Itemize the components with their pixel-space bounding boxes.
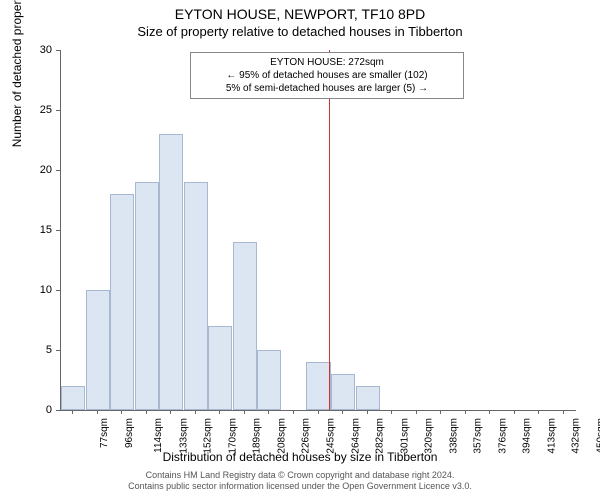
annotation-line-2: ← 95% of detached houses are smaller (10… xyxy=(197,69,457,82)
x-tick-mark xyxy=(465,410,466,414)
x-tick-mark xyxy=(391,410,392,414)
x-tick-label: 114sqm xyxy=(153,418,164,453)
x-tick-label: 96sqm xyxy=(124,418,135,448)
footer-line-1: Contains HM Land Registry data © Crown c… xyxy=(0,470,600,481)
x-tick-mark xyxy=(121,410,122,414)
x-tick-mark xyxy=(489,410,490,414)
x-tick-mark xyxy=(440,410,441,414)
x-tick-label: 170sqm xyxy=(227,418,238,454)
x-tick-label: 208sqm xyxy=(277,418,288,454)
y-tick-label: 15 xyxy=(0,224,52,236)
x-tick-mark xyxy=(97,410,98,414)
plot-area xyxy=(60,50,576,411)
x-tick-label: 226sqm xyxy=(301,418,312,454)
x-tick-label: 282sqm xyxy=(375,418,386,454)
x-axis-label: Distribution of detached houses by size … xyxy=(0,450,600,464)
x-tick-label: 301sqm xyxy=(399,418,410,454)
x-tick-label: 320sqm xyxy=(424,418,435,454)
histogram-bar xyxy=(135,182,159,410)
x-tick-mark xyxy=(514,410,515,414)
chart-title-main: EYTON HOUSE, NEWPORT, TF10 8PD xyxy=(0,6,600,22)
histogram-bar xyxy=(257,350,281,410)
histogram-bar xyxy=(61,386,85,410)
histogram-bar xyxy=(86,290,110,410)
x-tick-label: 245sqm xyxy=(326,418,337,454)
annotation-box: EYTON HOUSE: 272sqm ← 95% of detached ho… xyxy=(190,52,464,99)
histogram-bar xyxy=(306,362,330,410)
x-tick-label: 338sqm xyxy=(448,418,459,454)
x-tick-label: 264sqm xyxy=(350,418,361,454)
x-tick-label: 432sqm xyxy=(571,418,582,454)
histogram-bar xyxy=(184,182,208,410)
annotation-line-1: EYTON HOUSE: 272sqm xyxy=(197,56,457,69)
x-tick-mark xyxy=(416,410,417,414)
x-tick-mark xyxy=(293,410,294,414)
y-tick-label: 5 xyxy=(0,344,52,356)
histogram-chart: EYTON HOUSE, NEWPORT, TF10 8PD Size of p… xyxy=(0,0,600,500)
x-tick-mark xyxy=(367,410,368,414)
x-tick-mark xyxy=(170,410,171,414)
x-tick-label: 450sqm xyxy=(595,418,600,454)
x-tick-label: 394sqm xyxy=(522,418,533,454)
x-tick-label: 357sqm xyxy=(473,418,484,454)
y-tick-label: 30 xyxy=(0,44,52,56)
histogram-bar xyxy=(159,134,183,410)
histogram-bar xyxy=(331,374,355,410)
x-tick-mark xyxy=(268,410,269,414)
x-tick-mark xyxy=(538,410,539,414)
y-tick-label: 0 xyxy=(0,404,52,416)
x-tick-mark xyxy=(146,410,147,414)
x-tick-mark xyxy=(318,410,319,414)
x-tick-mark xyxy=(219,410,220,414)
x-tick-label: 133sqm xyxy=(178,418,189,454)
x-tick-mark xyxy=(244,410,245,414)
x-tick-mark xyxy=(195,410,196,414)
x-tick-label: 77sqm xyxy=(99,418,110,448)
x-tick-mark xyxy=(563,410,564,414)
histogram-bar xyxy=(208,326,232,410)
chart-title-sub: Size of property relative to detached ho… xyxy=(0,24,600,39)
histogram-bar xyxy=(356,386,380,410)
footer-line-2: Contains public sector information licen… xyxy=(0,481,600,492)
x-tick-mark xyxy=(342,410,343,414)
footer-attribution: Contains HM Land Registry data © Crown c… xyxy=(0,470,600,492)
histogram-bar xyxy=(110,194,134,410)
x-tick-label: 189sqm xyxy=(252,418,263,454)
y-tick-label: 25 xyxy=(0,104,52,116)
histogram-bar xyxy=(233,242,257,410)
y-tick-label: 20 xyxy=(0,164,52,176)
x-tick-mark xyxy=(72,410,73,414)
y-tick-label: 10 xyxy=(0,284,52,296)
x-tick-label: 376sqm xyxy=(497,418,508,454)
y-axis-label: Number of detached properties xyxy=(10,0,24,147)
annotation-line-3: 5% of semi-detached houses are larger (5… xyxy=(197,82,457,95)
x-tick-label: 152sqm xyxy=(203,418,214,454)
reference-line xyxy=(329,50,330,410)
x-tick-label: 413sqm xyxy=(546,418,557,454)
